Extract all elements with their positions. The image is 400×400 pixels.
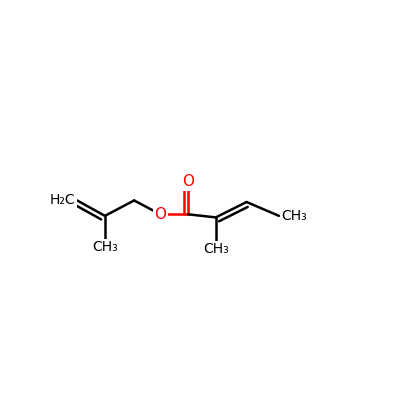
Text: H₂C: H₂C bbox=[50, 194, 76, 208]
Text: CH₃: CH₃ bbox=[203, 242, 229, 256]
Text: O: O bbox=[154, 207, 166, 222]
Text: CH₃: CH₃ bbox=[92, 240, 118, 254]
Text: O: O bbox=[182, 174, 194, 190]
Text: CH₃: CH₃ bbox=[281, 209, 307, 223]
